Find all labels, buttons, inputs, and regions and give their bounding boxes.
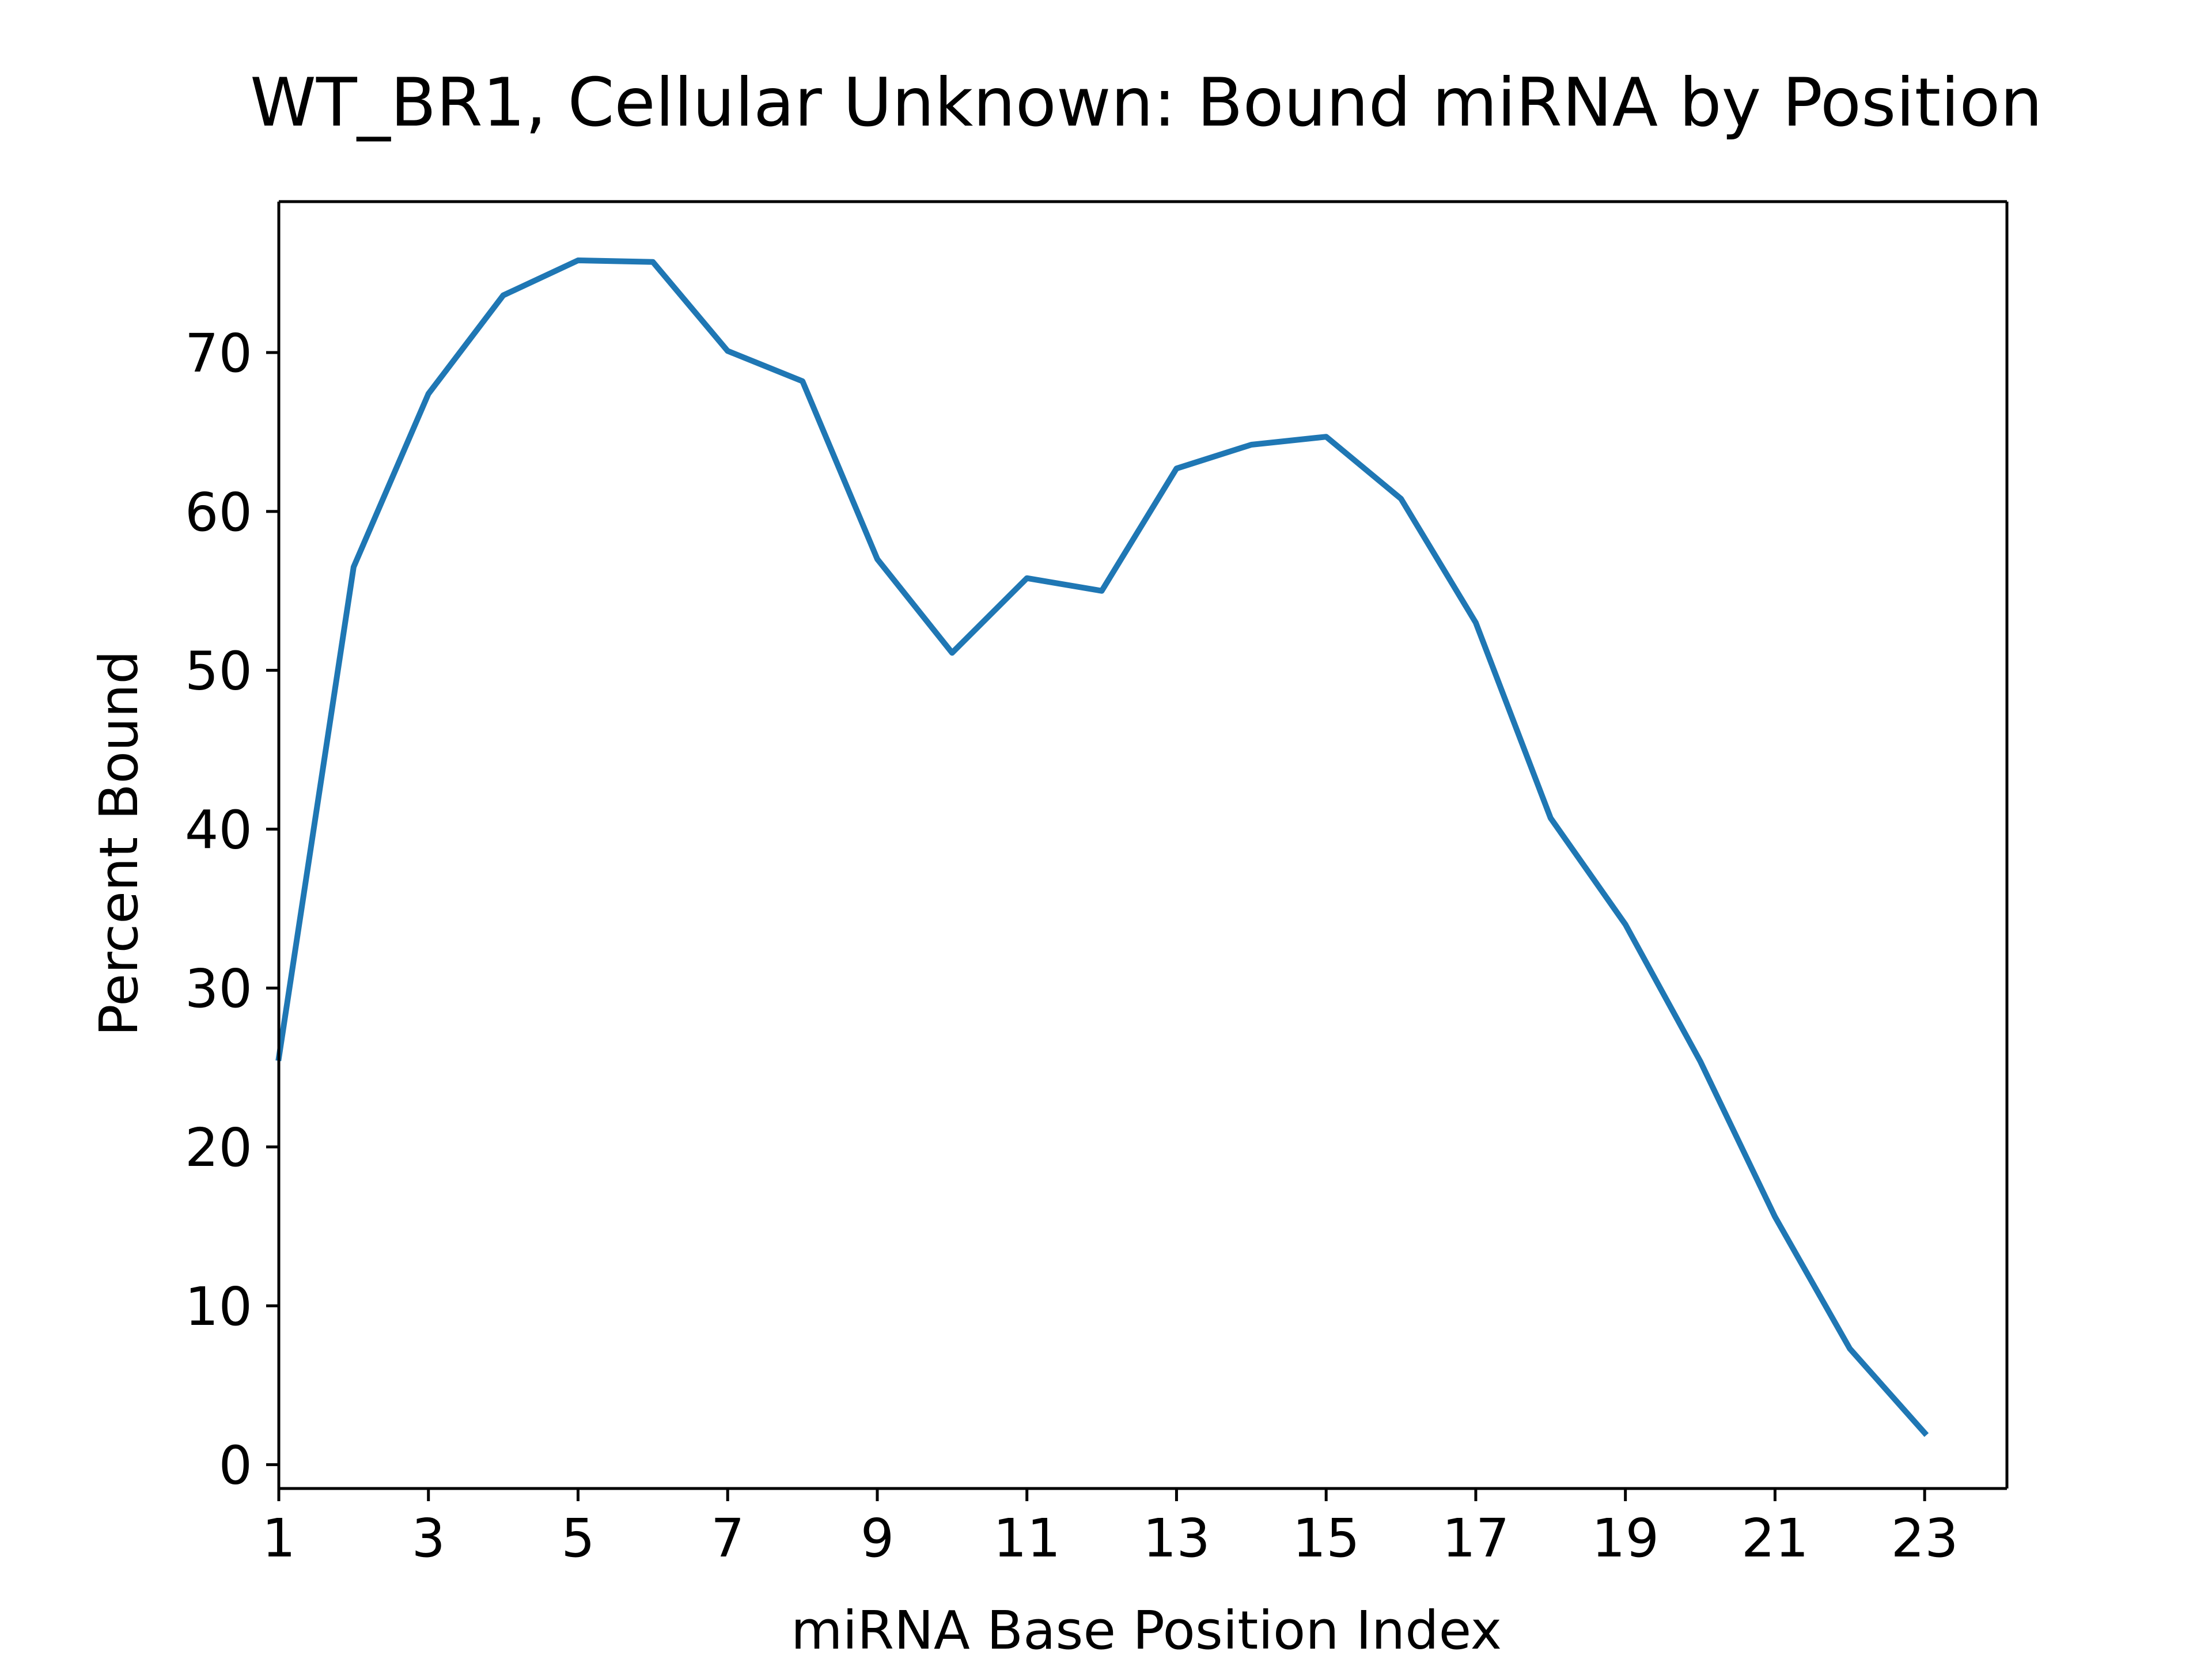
series-line-0 (275, 257, 1929, 1437)
x-tick-label: 15 (1293, 1508, 1360, 1569)
x-tick-label: 19 (1592, 1508, 1659, 1569)
x-tick-label: 7 (711, 1508, 745, 1569)
y-tick-label: 60 (185, 482, 252, 543)
x-tick-label: 5 (561, 1508, 595, 1569)
y-tick-label: 0 (218, 1435, 252, 1497)
x-tick-label: 17 (1442, 1508, 1509, 1569)
x-tick-label: 23 (1891, 1508, 1959, 1569)
x-tick-label: 11 (993, 1508, 1060, 1569)
y-tick-label: 30 (185, 958, 252, 1020)
y-tick-label: 10 (185, 1276, 252, 1338)
y-tick-label: 40 (185, 799, 252, 861)
y-tick-label: 20 (185, 1117, 252, 1179)
x-tick-label: 21 (1741, 1508, 1809, 1569)
y-tick-label: 50 (185, 641, 252, 702)
x-tick-label: 3 (411, 1508, 445, 1569)
x-axis-label: miRNA Base Position Index (791, 1600, 1502, 1659)
y-axis-label: Percent Bound (88, 650, 150, 1036)
x-tick-label: 13 (1143, 1508, 1210, 1569)
x-tick-label: 1 (262, 1508, 296, 1569)
y-tick-label: 70 (185, 323, 252, 384)
x-tick-label: 9 (861, 1508, 895, 1569)
chart-title: WT_BR1, Cellular Unknown: Bound miRNA by… (250, 64, 2043, 142)
